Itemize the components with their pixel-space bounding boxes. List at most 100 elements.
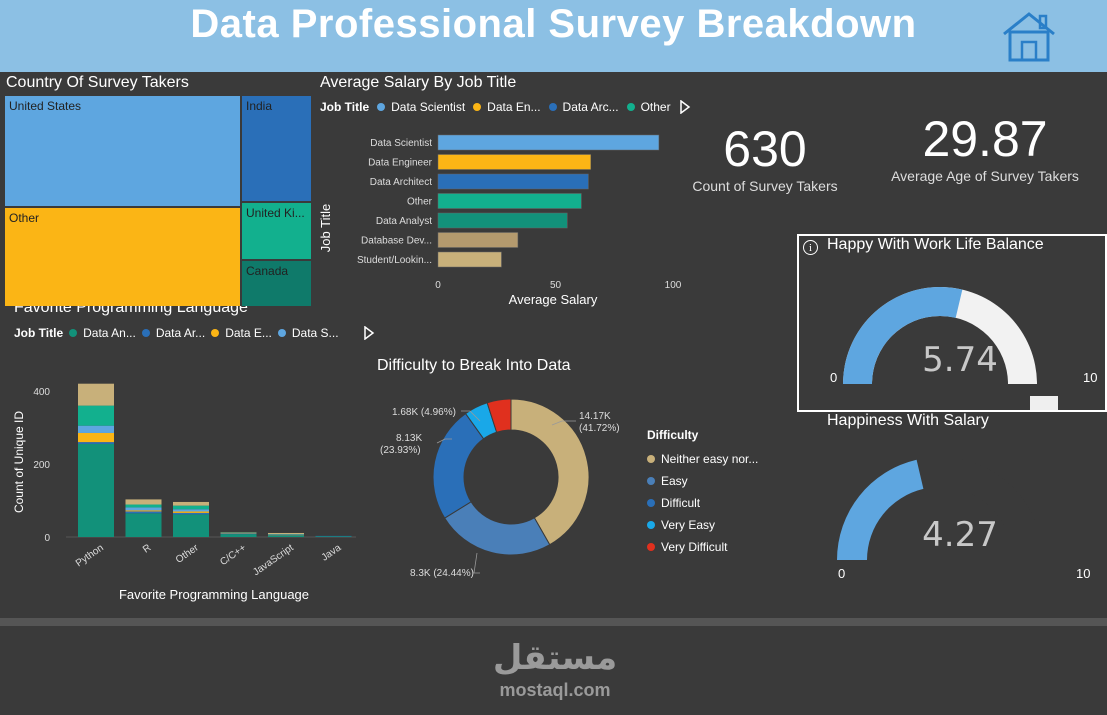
language-category-label: JavaScript bbox=[251, 542, 296, 578]
language-bar-segment[interactable] bbox=[125, 513, 162, 537]
salary-gauge-min: 0 bbox=[838, 566, 846, 581]
salary-y-axis-label: Job Title bbox=[318, 204, 333, 252]
treemap-cell-other[interactable]: Other bbox=[4, 207, 241, 307]
salary-bar-chart: Data Scientist Data Engineer Data Architec… bbox=[318, 134, 682, 307]
salary-category-label: Data Scientist bbox=[370, 138, 432, 149]
language-bar-segment[interactable] bbox=[173, 509, 209, 512]
salary-bar[interactable] bbox=[437, 154, 591, 170]
donut-data-label: 14.17K bbox=[579, 411, 611, 422]
language-bar-chart: 0 200 400 Python R Other C/C++ JavaScript Java Fa… bbox=[12, 383, 356, 602]
salary-category-label: Data Architect bbox=[370, 177, 432, 188]
legend-item[interactable]: Very Difficult bbox=[647, 536, 758, 558]
language-bar-segment[interactable] bbox=[78, 442, 114, 444]
language-bar-segment[interactable] bbox=[268, 532, 304, 535]
language-bar-segment[interactable] bbox=[78, 405, 114, 426]
donut-leader-line bbox=[551, 420, 576, 426]
language-bar-segment[interactable] bbox=[220, 534, 257, 537]
salary-bar[interactable] bbox=[437, 193, 582, 209]
language-bar-segment[interactable] bbox=[125, 499, 162, 505]
treemap-cell-canada[interactable]: Canada bbox=[241, 260, 312, 307]
language-bar-segment[interactable] bbox=[125, 510, 162, 512]
language-category-label: R bbox=[141, 542, 153, 555]
legend-item[interactable]: Data Arc... bbox=[548, 100, 619, 114]
donut-data-label: 8.13K bbox=[396, 433, 422, 444]
salary-x-tick: 50 bbox=[550, 280, 562, 291]
legend-item[interactable]: Very Easy bbox=[647, 514, 758, 536]
legend-item[interactable]: Data S... bbox=[277, 326, 339, 340]
salary-legend: Job Title Data Scientist Data En... Data… bbox=[320, 100, 691, 114]
salary-category-label: Database Dev... bbox=[361, 236, 432, 247]
language-bar-segment[interactable] bbox=[173, 514, 209, 537]
language-x-axis-label: Favorite Programming Language bbox=[119, 587, 309, 602]
donut-data-label: 1.68K (4.96%) bbox=[392, 407, 456, 418]
legend-item[interactable]: Data An... bbox=[69, 326, 136, 340]
language-bar-segment[interactable] bbox=[78, 432, 114, 443]
language-bar-segment[interactable] bbox=[268, 535, 304, 537]
salary-bar[interactable] bbox=[437, 251, 502, 268]
donut-leader-line bbox=[461, 410, 481, 422]
legend-title: Job Title bbox=[320, 100, 370, 114]
donut-data-label: 8.3K (24.44%) bbox=[410, 568, 474, 579]
salary-bar[interactable] bbox=[437, 134, 660, 151]
worklife-gauge-title: Happy With Work Life Balance bbox=[827, 236, 1044, 253]
legend-next-arrow-icon[interactable] bbox=[679, 100, 691, 114]
treemap-cell-united-kingdom[interactable]: United Ki... bbox=[241, 202, 312, 260]
salary-bar[interactable] bbox=[437, 212, 568, 229]
legend-item[interactable]: Data Ar... bbox=[141, 326, 205, 340]
language-category-label: Python bbox=[74, 542, 106, 569]
footer-divider bbox=[0, 618, 1107, 626]
donut-data-label: (41.72%) bbox=[579, 423, 620, 434]
language-bar-segment[interactable] bbox=[315, 536, 352, 537]
treemap-label: Canada bbox=[246, 264, 289, 278]
legend-item[interactable]: Other bbox=[626, 100, 671, 114]
home-icon[interactable] bbox=[1000, 10, 1058, 62]
salary-category-label: Student/Lookin... bbox=[357, 255, 432, 266]
language-chart-title: Favorite Programming Language bbox=[14, 299, 248, 316]
salary-gauge-value: 4.27 bbox=[922, 515, 998, 555]
salary-gauge-title: Happiness With Salary bbox=[827, 412, 989, 429]
language-bar-segment[interactable] bbox=[78, 425, 114, 433]
language-bar-segment[interactable] bbox=[173, 505, 209, 510]
salary-bar[interactable] bbox=[437, 173, 589, 190]
donut-slice[interactable] bbox=[432, 412, 485, 519]
treemap-label: United States bbox=[9, 99, 82, 113]
legend-item[interactable]: Data E... bbox=[211, 326, 272, 340]
donut-slice[interactable] bbox=[486, 398, 512, 433]
language-bar-segment[interactable] bbox=[125, 504, 162, 508]
language-bar-segment[interactable] bbox=[173, 511, 209, 513]
language-bar-segment[interactable] bbox=[78, 443, 114, 537]
kpi-age-label: Average Age of Survey Takers bbox=[891, 168, 1079, 184]
language-bar-segment[interactable] bbox=[173, 501, 209, 506]
legend-item[interactable]: Data Scientist bbox=[377, 100, 465, 114]
legend-item[interactable]: Neither easy nor... bbox=[647, 448, 758, 470]
language-y-tick: 0 bbox=[44, 533, 50, 544]
language-y-tick: 200 bbox=[33, 460, 50, 471]
language-y-tick: 400 bbox=[33, 387, 50, 398]
legend-item[interactable]: Difficult bbox=[647, 492, 758, 514]
language-bar-segment[interactable] bbox=[173, 512, 209, 515]
language-bar-segment[interactable] bbox=[125, 507, 162, 511]
header-banner bbox=[0, 0, 1107, 72]
salary-x-axis-label: Average Salary bbox=[509, 292, 598, 307]
worklife-gauge-min: 0 bbox=[830, 370, 838, 385]
salary-x-tick: 0 bbox=[435, 280, 441, 291]
treemap-title: Country Of Survey Takers bbox=[6, 74, 189, 91]
info-icon[interactable]: i bbox=[803, 240, 818, 255]
language-bar-segment[interactable] bbox=[78, 383, 114, 406]
treemap-cell-united-states[interactable]: United States bbox=[4, 95, 241, 207]
treemap-cell-india[interactable]: India bbox=[241, 95, 312, 202]
salary-x-tick: 100 bbox=[665, 280, 682, 291]
donut-slice[interactable] bbox=[444, 501, 551, 556]
language-y-axis-label: Count of Unique ID bbox=[12, 411, 26, 513]
language-bar-segment[interactable] bbox=[125, 511, 162, 514]
legend-next-arrow-icon[interactable] bbox=[345, 326, 375, 340]
language-category-label: Other bbox=[174, 542, 201, 566]
worklife-gauge-card[interactable] bbox=[797, 234, 1107, 412]
treemap-label: India bbox=[246, 99, 273, 113]
salary-bar[interactable] bbox=[437, 232, 519, 248]
legend-item[interactable]: Data En... bbox=[473, 100, 541, 114]
donut-slice[interactable] bbox=[510, 398, 590, 546]
legend-item[interactable]: Easy bbox=[647, 470, 758, 492]
worklife-gauge-max: 10 bbox=[1083, 370, 1098, 385]
language-legend: Job Title Data An... Data Ar... Data E..… bbox=[14, 326, 375, 340]
